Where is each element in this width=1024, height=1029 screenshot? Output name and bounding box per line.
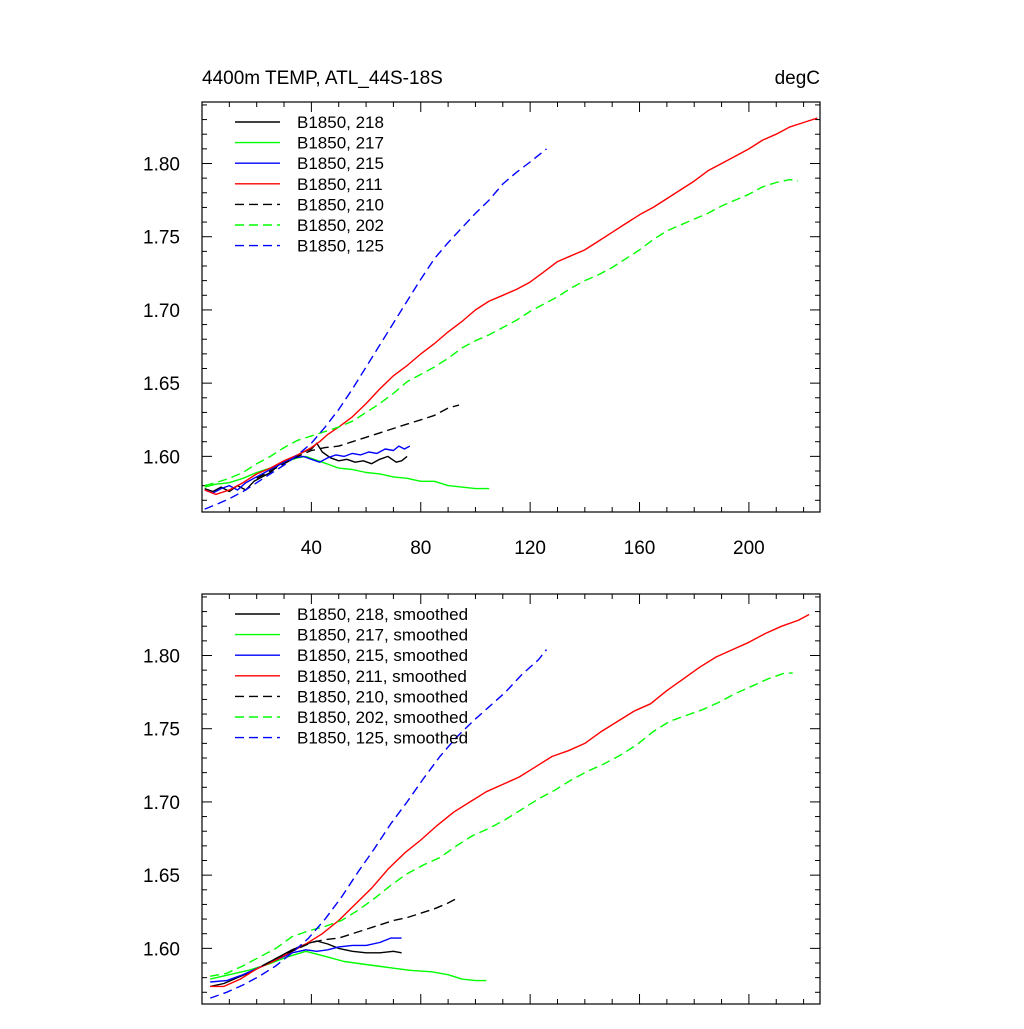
series-lines (204, 117, 818, 510)
plot-frame (201, 101, 821, 513)
legend: B1850, 218, smoothed B1850, 217, smoothed… (235, 605, 468, 748)
series-line-4 (261, 897, 457, 967)
y-tick-label: 1.75 (143, 720, 180, 741)
y-tick-label: 1.80 (143, 647, 180, 668)
legend-entry: B1850, 125 (297, 237, 384, 256)
legend-entry: B1850, 218, smoothed (297, 605, 468, 624)
legend-entry: B1850, 202 (297, 216, 384, 235)
y-tick-label: 1.60 (143, 939, 180, 960)
series-line-1 (204, 455, 490, 490)
legend-entry: B1850, 211 (297, 175, 383, 194)
chart-title: 4400m TEMP, ATL_44S-18S (202, 68, 443, 89)
legend-entry: B1850, 210 (297, 195, 384, 214)
series-lines (209, 613, 810, 999)
x-ticks (228, 594, 805, 1004)
legend-entry: B1850, 218 (297, 113, 384, 132)
legend-entry: B1850, 211, smoothed (297, 667, 467, 686)
y-tick-label: 1.80 (143, 155, 180, 176)
y-tick-label: 1.60 (143, 447, 180, 468)
series-line-3 (204, 117, 818, 496)
series-line-6 (209, 649, 548, 999)
y-tick-label: 1.70 (143, 301, 180, 322)
y-tick-label: 1.65 (143, 374, 180, 395)
y-tick-label: 1.65 (143, 866, 180, 887)
series-line-2 (210, 937, 402, 983)
series-line-4 (256, 404, 460, 479)
bottom-panel: 1.60 1.65 1.70 1.75 1.80 B1850, 218, smoothed… (143, 593, 821, 1005)
series-line-5 (204, 178, 799, 487)
y-tick-label: 1.75 (143, 228, 180, 249)
series-line-1 (210, 950, 487, 982)
series-line-5 (210, 672, 793, 977)
legend-entry: B1850, 215, smoothed (297, 646, 468, 665)
x-tick-label: 160 (624, 538, 656, 559)
y-tick-label: 1.70 (143, 793, 180, 814)
plot-frame (201, 593, 821, 1005)
legend-entry: B1850, 215 (297, 154, 384, 173)
legend-entry: B1850, 217, smoothed (297, 626, 468, 645)
x-tick-label: 200 (733, 538, 765, 559)
legend-entry: B1850, 202, smoothed (297, 708, 468, 727)
x-tick-label: 40 (301, 538, 322, 559)
x-tick-label: 120 (514, 538, 546, 559)
x-tick-label: 80 (410, 538, 431, 559)
top-panel: 40 80 120 160 200 1.60 1.65 1.70 1.75 1.80 4400m T… (143, 68, 821, 559)
series-line-3 (210, 613, 810, 988)
series-line-2 (204, 445, 411, 494)
x-ticks (228, 102, 805, 512)
legend-entry: B1850, 210, smoothed (297, 687, 468, 706)
units-label: degC (775, 68, 820, 89)
y-ticks (202, 104, 820, 501)
legend-entry: B1850, 125, smoothed (297, 729, 468, 748)
legend-entry: B1850, 217 (297, 134, 384, 153)
y-ticks (202, 596, 820, 993)
series-line-6 (204, 148, 547, 510)
